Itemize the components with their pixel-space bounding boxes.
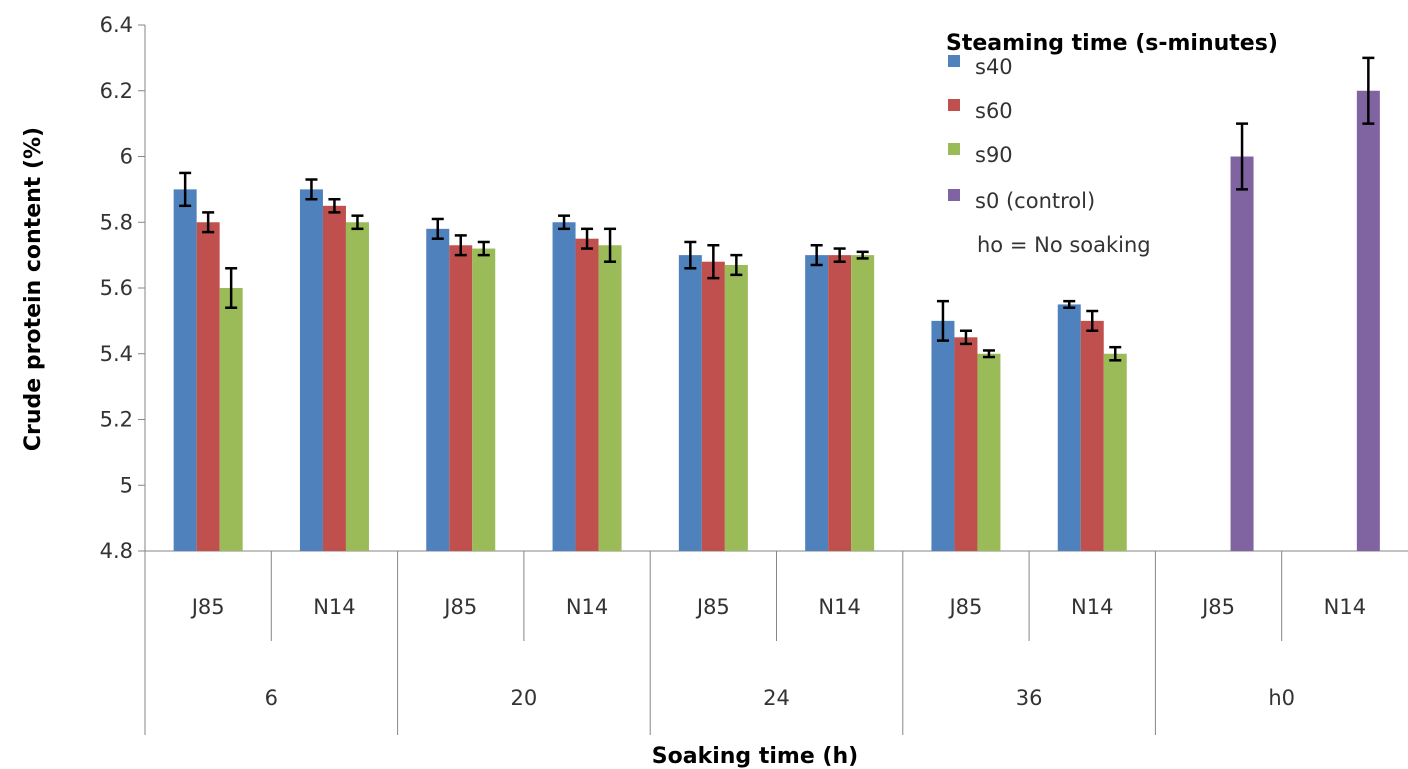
x-category-label: J85 (442, 595, 477, 619)
x-category-label: N14 (818, 595, 860, 619)
bar (220, 288, 243, 551)
bar (679, 255, 702, 551)
bar (300, 189, 323, 551)
legend-title: Steaming time (s-minutes) (946, 31, 1278, 56)
legend-note: ho = No soaking (977, 233, 1151, 257)
y-tick-label: 4.8 (100, 539, 133, 563)
bar (828, 255, 851, 551)
bar (576, 239, 599, 551)
bar (426, 229, 449, 551)
y-tick-label: 5.2 (100, 408, 133, 432)
y-tick-label: 6 (120, 145, 133, 169)
x-category-label: N14 (1324, 595, 1366, 619)
y-tick-label: 5 (120, 473, 133, 497)
bar (1058, 304, 1081, 551)
bar (725, 265, 748, 551)
x-category-label: J85 (695, 595, 730, 619)
x-axis-label: Soaking time (h) (652, 744, 858, 769)
bar (449, 245, 472, 551)
bar (931, 321, 954, 551)
bar (174, 189, 197, 551)
legend-entry: s40 (975, 55, 1013, 79)
x-category-label: N14 (566, 595, 608, 619)
x-group-label: 36 (1016, 686, 1043, 710)
bar (472, 249, 495, 551)
x-category-label: N14 (1071, 595, 1113, 619)
bar (1357, 91, 1380, 551)
legend-entry: s0 (control) (975, 189, 1095, 213)
bar (323, 206, 346, 551)
legend: Steaming time (s-minutes) ho = No soakin… (946, 31, 1278, 257)
bar (977, 354, 1000, 551)
x-category-label: J85 (1200, 595, 1235, 619)
x-group-label: h0 (1268, 686, 1295, 710)
y-axis-label: Crude protein content (%) (21, 127, 46, 451)
x-group-label: 20 (511, 686, 538, 710)
legend-entry: s90 (975, 143, 1013, 167)
x-category-label: J85 (190, 595, 225, 619)
bar (197, 222, 220, 551)
legend-swatch (948, 143, 960, 155)
y-tick-label: 5.8 (100, 210, 133, 234)
bar (851, 255, 874, 551)
bar (805, 255, 828, 551)
bar (553, 222, 576, 551)
x-category-label: N14 (313, 595, 355, 619)
bar (599, 245, 622, 551)
bar (1081, 321, 1104, 551)
legend-swatch (948, 99, 960, 111)
legend-swatch (948, 189, 960, 201)
y-tick-label: 6.2 (100, 79, 133, 103)
bar (346, 222, 369, 551)
axes: 4.8 5 5.2 5.4 5.6 5.8 6 6.2 6.4 J85 N14 J85 N14 J85 N1… (100, 13, 1408, 735)
bar (1104, 354, 1127, 551)
y-tick-label: 5.6 (100, 276, 133, 300)
x-category-label: J85 (947, 595, 982, 619)
bar (702, 262, 725, 551)
bars (174, 91, 1380, 551)
legend-swatch (948, 55, 960, 67)
bar (954, 337, 977, 551)
legend-entry: s60 (975, 99, 1013, 123)
y-tick-label: 5.4 (100, 342, 133, 366)
y-tick-label: 6.4 (100, 13, 133, 37)
x-group-label: 24 (763, 686, 790, 710)
x-group-label: 6 (265, 686, 278, 710)
bar (1231, 157, 1254, 552)
